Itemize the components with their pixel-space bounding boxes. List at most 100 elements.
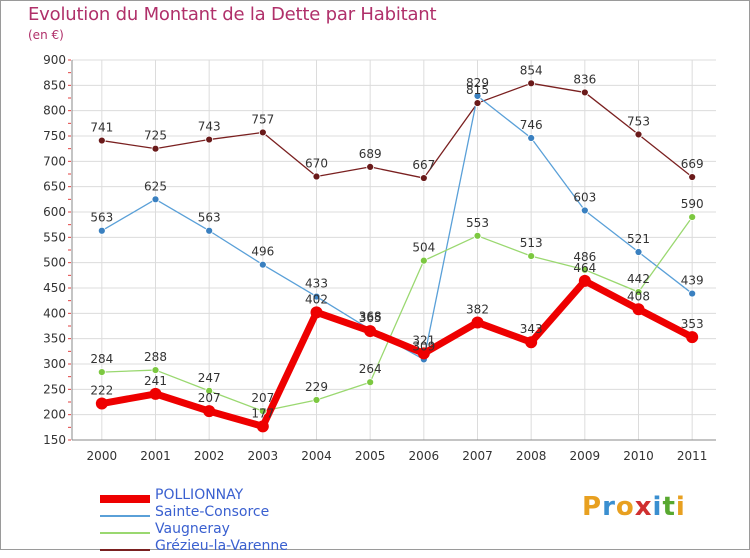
data-point (366, 378, 375, 387)
data-label: 743 (198, 120, 221, 134)
data-point (417, 347, 430, 360)
data-point (151, 195, 160, 204)
data-label: 603 (573, 190, 596, 204)
y-tick-label: 300 (43, 357, 66, 371)
data-point (527, 79, 536, 88)
data-point (688, 173, 697, 181)
data-point (634, 248, 643, 256)
data-point (580, 88, 589, 97)
data-label: 670 (305, 157, 328, 171)
y-tick-label: 500 (43, 256, 66, 270)
y-tick-label: 600 (43, 205, 66, 219)
legend-label: Vaugneray (155, 521, 230, 537)
y-tick-label: 400 (43, 306, 66, 320)
data-point (580, 265, 589, 274)
data-label: 433 (305, 277, 328, 291)
data-point (688, 213, 697, 221)
x-tick-label: 2007 (462, 449, 493, 463)
logo-letter: i (675, 492, 686, 522)
logo-letter: x (634, 492, 653, 522)
x-tick-label: 2004 (301, 449, 332, 463)
data-label: 590 (681, 197, 704, 211)
proxiti-logo: Proxiti (582, 492, 686, 522)
data-point (525, 336, 538, 349)
data-point (97, 136, 106, 145)
data-label: 553 (466, 216, 489, 230)
data-label: 309 (412, 339, 435, 353)
data-point (580, 206, 589, 215)
data-point (205, 226, 214, 235)
data-point (258, 407, 267, 416)
data-point (97, 368, 106, 377)
data-label: 746 (520, 118, 543, 132)
data-label: 288 (144, 350, 167, 364)
data-label: 222 (90, 384, 113, 398)
data-label: 207 (251, 391, 274, 405)
data-label: 177 (251, 406, 274, 420)
data-point (473, 92, 482, 100)
data-point (149, 387, 162, 400)
data-label: 365 (359, 311, 382, 325)
x-tick-label: 2009 (570, 449, 601, 463)
data-label: 368 (359, 310, 382, 324)
data-label: 408 (627, 289, 650, 303)
data-point (97, 226, 106, 235)
data-point (205, 135, 214, 144)
x-tick-label: 2005 (355, 449, 386, 463)
y-axis-unit-label: (en €) (28, 28, 64, 42)
y-tick-label: 200 (43, 408, 66, 422)
data-point (632, 303, 645, 316)
legend-swatch (100, 515, 150, 517)
data-label: 521 (627, 232, 650, 246)
data-point (151, 366, 160, 374)
data-point (151, 144, 160, 153)
data-point (527, 134, 536, 142)
data-point (312, 396, 321, 404)
data-point (364, 325, 377, 338)
x-tick-label: 2006 (409, 449, 440, 463)
legend-label: Sainte-Consorce (155, 504, 270, 520)
x-tick-label: 2008 (516, 449, 547, 463)
y-tick-label: 450 (43, 281, 66, 295)
data-point (310, 306, 323, 319)
data-label: 753 (627, 114, 650, 128)
data-label: 321 (412, 333, 435, 347)
data-label: 264 (359, 362, 382, 376)
data-label: 513 (520, 236, 543, 250)
data-label: 669 (681, 157, 704, 171)
y-tick-label: 250 (43, 382, 66, 396)
data-label: 689 (359, 147, 382, 161)
series-line-gr-zieu-la-varenne (101, 82, 693, 179)
y-tick-label: 800 (43, 104, 66, 118)
data-label: 464 (573, 261, 596, 275)
data-point (634, 288, 643, 296)
data-label: 741 (90, 121, 113, 135)
data-point (203, 405, 216, 418)
y-tick-label: 700 (43, 154, 66, 168)
data-label: 353 (681, 317, 704, 331)
data-point (527, 252, 536, 260)
data-label: 496 (251, 245, 274, 259)
x-tick-label: 2010 (623, 449, 654, 463)
data-point (256, 420, 269, 433)
data-label: 486 (573, 250, 596, 264)
data-point (258, 260, 267, 269)
data-point (366, 163, 375, 171)
data-point (473, 99, 482, 107)
y-tick-label: 550 (43, 230, 66, 244)
data-label: 854 (520, 63, 543, 77)
series-line-vaugneray (101, 216, 693, 412)
y-tick-label: 350 (43, 332, 66, 346)
data-label: 207 (198, 391, 221, 405)
data-label: 402 (305, 292, 328, 306)
y-tick-label: 850 (43, 78, 66, 92)
legend-swatch (100, 495, 150, 503)
x-tick-label: 2001 (140, 449, 171, 463)
logo-letter: i (652, 492, 663, 522)
data-point (688, 289, 697, 298)
plot-area (72, 60, 716, 440)
legend-swatch (100, 532, 150, 534)
data-label: 667 (412, 158, 435, 172)
data-point (95, 397, 108, 410)
